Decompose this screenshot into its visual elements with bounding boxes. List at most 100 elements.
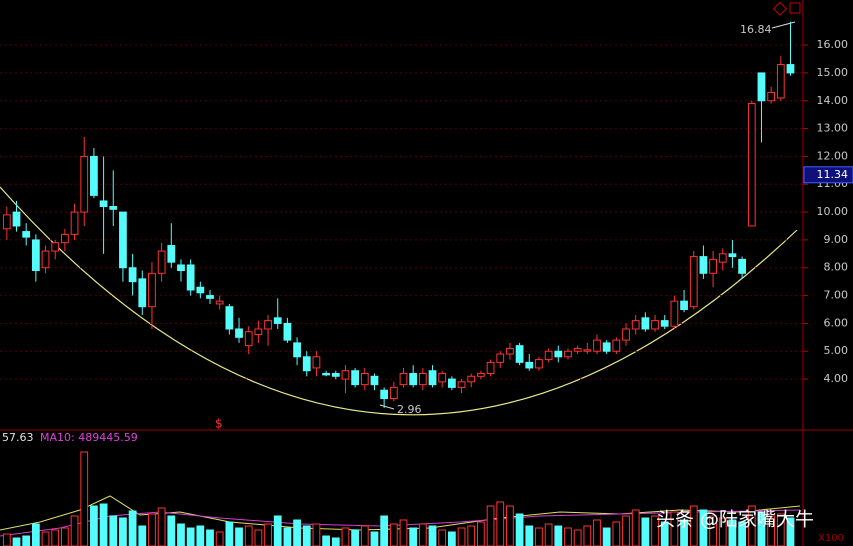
candle-body xyxy=(322,373,330,376)
candle-body xyxy=(312,356,321,369)
volume-bar xyxy=(525,525,534,546)
candle-body xyxy=(718,253,727,263)
volume-bar xyxy=(225,521,234,546)
volume-unit: X100 xyxy=(818,533,844,544)
candle-body xyxy=(699,256,708,274)
candle-body xyxy=(767,91,776,102)
volume-bar xyxy=(554,525,563,546)
candle-body xyxy=(554,350,563,358)
icon[interactable] xyxy=(772,1,788,16)
candle-body xyxy=(457,381,466,388)
candle-body xyxy=(486,361,495,375)
candle-body xyxy=(22,231,31,238)
y-tick-label: 5.00 xyxy=(824,344,849,357)
volume-bar xyxy=(80,451,89,546)
candle-body xyxy=(728,253,737,258)
candle-body xyxy=(525,361,534,369)
candle-body xyxy=(12,211,21,227)
y-tick-label: 10.00 xyxy=(817,205,849,218)
candle-body xyxy=(409,373,418,386)
candle-body xyxy=(293,342,301,358)
volume-bar xyxy=(186,527,195,546)
volume-bar xyxy=(244,525,253,546)
volume-bar xyxy=(670,511,679,546)
volume-bar xyxy=(12,537,21,546)
candle-body xyxy=(70,211,79,235)
volume-bar xyxy=(447,531,456,546)
volume-bar xyxy=(622,515,630,546)
volume-bar xyxy=(351,529,360,546)
candle-body xyxy=(196,286,205,294)
candle-body xyxy=(60,233,69,244)
volume-bar xyxy=(331,537,340,546)
candle-body xyxy=(622,328,630,341)
volume-bar xyxy=(728,519,737,546)
candle-body xyxy=(148,272,156,308)
volume-bar xyxy=(2,533,11,546)
volume-bar xyxy=(651,515,659,546)
candle-body xyxy=(2,214,11,230)
candle-body xyxy=(506,347,514,355)
volume-bar xyxy=(496,501,505,546)
y-tick-label: 8.00 xyxy=(824,261,849,274)
volume-bar xyxy=(90,505,98,546)
candle-body xyxy=(215,300,224,305)
volume-bar xyxy=(757,511,766,546)
volume-bar xyxy=(70,515,79,546)
volume-value: 57.63 xyxy=(2,431,34,444)
volume-bar xyxy=(486,505,495,546)
y-tick-label: 4.00 xyxy=(824,372,849,385)
candle-body xyxy=(680,300,688,310)
volume-bar xyxy=(341,527,350,546)
volume-bar xyxy=(767,515,776,546)
candle-body xyxy=(99,200,108,208)
volume-bar xyxy=(31,523,40,546)
candle-body xyxy=(109,206,118,210)
candle-body xyxy=(757,72,766,102)
volume-bar xyxy=(370,531,379,546)
volume-bar xyxy=(544,523,553,546)
volume-bar xyxy=(302,525,311,546)
volume-bar xyxy=(718,517,727,546)
candle-body xyxy=(786,64,795,74)
volume-bar xyxy=(206,529,214,546)
y-tick-label: 12.00 xyxy=(817,149,849,162)
candle-body xyxy=(186,264,195,291)
volume-bar xyxy=(738,521,747,546)
candle-body xyxy=(157,250,166,274)
volume-bar xyxy=(196,525,205,546)
candle-body xyxy=(418,373,427,386)
volume-bar xyxy=(157,507,166,546)
volume-bar xyxy=(535,527,543,546)
icon[interactable] xyxy=(789,2,801,14)
candle-body xyxy=(331,373,340,377)
volume-bar xyxy=(660,521,669,546)
candle-body xyxy=(709,258,717,274)
volume-bar xyxy=(360,525,369,546)
candle-body xyxy=(438,373,447,383)
volume-bar xyxy=(41,531,50,546)
candle-body xyxy=(602,342,611,352)
min-label: 2.96 xyxy=(397,403,422,416)
candle-body xyxy=(515,345,524,363)
candle-body xyxy=(641,317,650,330)
volume-bar xyxy=(148,513,156,546)
volume-bar xyxy=(99,503,108,546)
pointer xyxy=(771,21,796,29)
candle-body xyxy=(738,258,747,274)
candle-body xyxy=(264,320,272,330)
y-tick-label: 13.00 xyxy=(817,122,849,135)
volume-bar xyxy=(60,527,69,546)
candle-body xyxy=(167,244,176,263)
volume-bar xyxy=(680,519,688,546)
y-tick-label: 6.00 xyxy=(824,316,849,329)
volume-bar xyxy=(564,527,572,546)
candle-body xyxy=(747,103,756,227)
candle-body xyxy=(477,373,485,377)
candle-body xyxy=(447,378,456,388)
volume-bar xyxy=(593,519,601,546)
candle-body xyxy=(360,373,369,386)
volume-bar xyxy=(573,529,582,546)
volume-bar xyxy=(177,523,185,546)
